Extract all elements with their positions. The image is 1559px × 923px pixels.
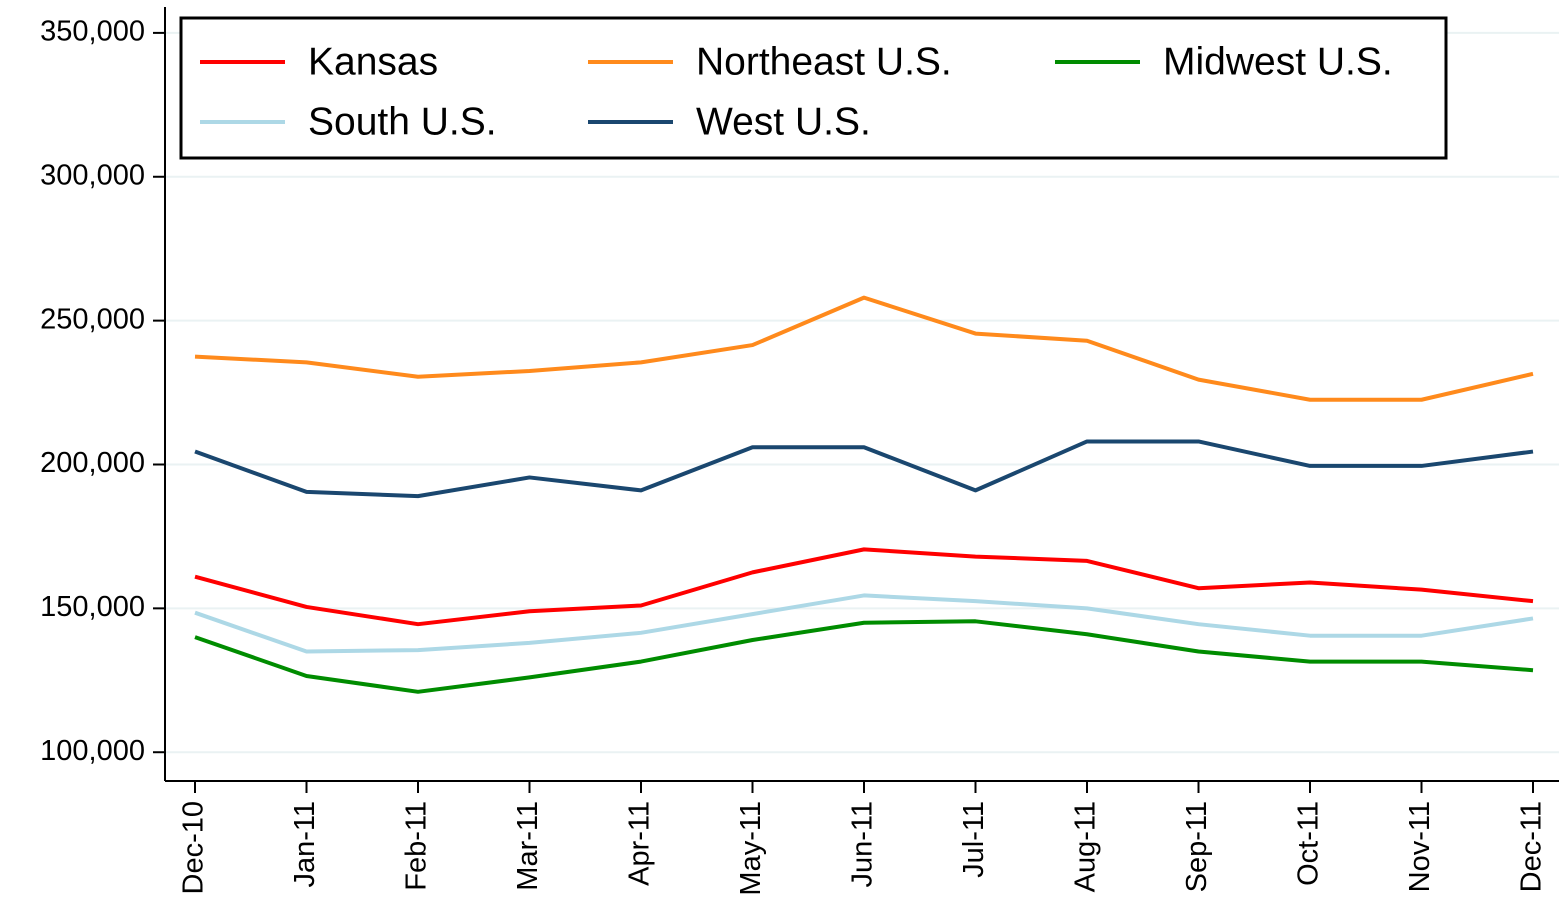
x-tick-label: Jan-11 [289,801,321,888]
x-tick-label: Nov-11 [1404,801,1436,892]
legend-label: Midwest U.S. [1163,40,1393,83]
x-tick-label: Mar-11 [512,801,544,891]
x-tick-label: Jul-11 [958,801,990,878]
series-line [194,547,1534,627]
series-line [194,295,1534,402]
x-tick-label: Dec-11 [1516,801,1548,892]
y-tick-label: 350,000 [40,16,145,48]
x-tick-label: Aug-11 [1070,801,1102,892]
x-tick-label: Dec-10 [178,801,210,895]
legend-label: West U.S. [696,100,871,143]
series-line [194,593,1534,654]
legend-label: South U.S. [308,100,497,143]
y-tick-label: 100,000 [40,735,145,767]
series-line [194,619,1534,694]
x-tick-label: Sep-11 [1181,801,1213,892]
series-line [194,439,1534,499]
x-tick-label: Jun-11 [847,801,879,888]
y-tick-label: 250,000 [40,303,145,335]
y-tick-label: 200,000 [40,447,145,479]
legend-label: Northeast U.S. [696,40,952,83]
y-tick-label: 150,000 [40,591,145,623]
x-tick-label: Feb-11 [401,801,433,891]
legend-label: Kansas [308,40,438,83]
y-tick-label: 300,000 [40,159,145,191]
x-tick-label: Oct-11 [1293,801,1325,886]
x-tick-label: Apr-11 [624,801,656,886]
x-tick-label: May-11 [735,801,767,896]
legend-box [179,16,1448,160]
